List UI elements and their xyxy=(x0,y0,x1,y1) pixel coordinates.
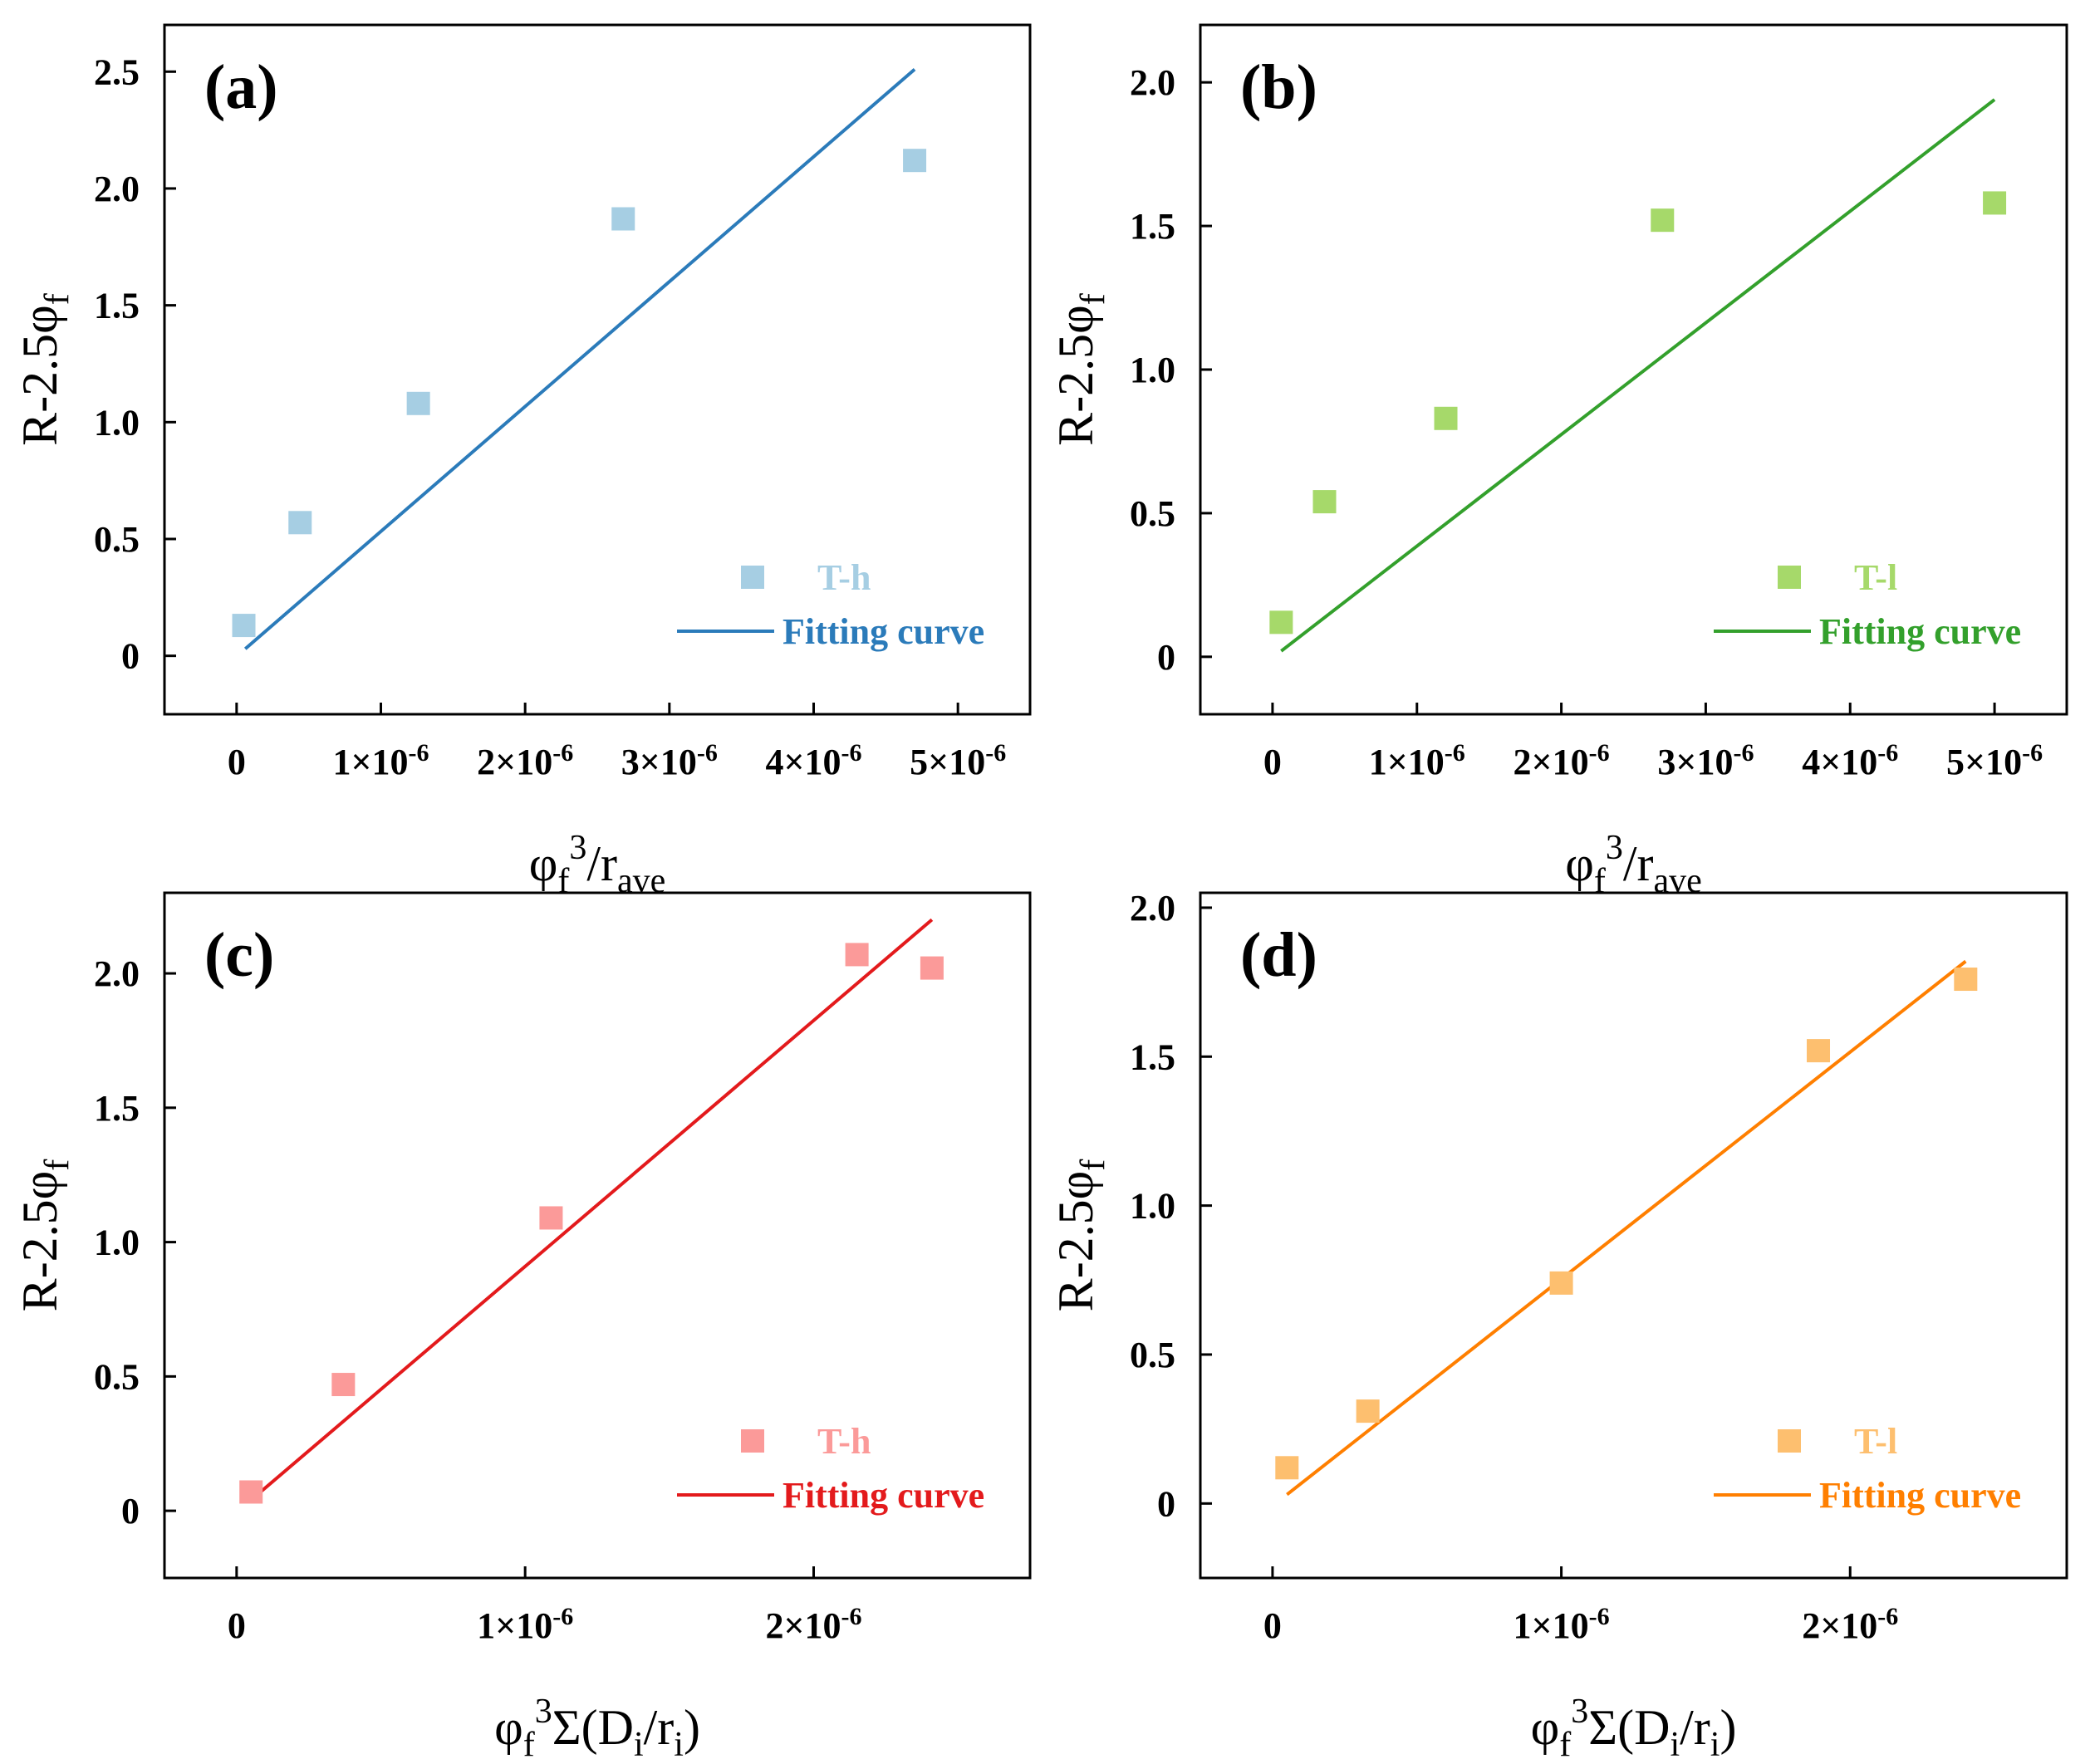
data-point xyxy=(1954,968,1978,992)
x-tick-label: 1×10-6 xyxy=(332,739,429,782)
y-tick-label: 1.0 xyxy=(94,1223,140,1263)
plot-frame xyxy=(163,891,1032,1580)
y-tick-label: 0 xyxy=(1157,1483,1175,1524)
y-axis-title: R-2.5φf xyxy=(12,1159,76,1312)
legend-marker-points xyxy=(1778,566,1801,589)
data-point xyxy=(406,391,430,415)
panel-label: (d) xyxy=(1240,920,1317,990)
data-point xyxy=(1549,1271,1573,1295)
x-tick-label: 5×10-6 xyxy=(1946,739,2043,782)
legend-marker-points xyxy=(741,566,764,589)
fitting-curve-line xyxy=(1280,98,1996,653)
y-tick-label: 2.0 xyxy=(94,169,140,209)
legend-marker-points xyxy=(1778,1429,1801,1453)
panel-a: 0 1×10-6 2×10-6 3×10-6 4×10-6 5×10-6 0 0.5 1.0 1.… xyxy=(12,23,1032,900)
data-point xyxy=(1312,490,1337,514)
fitting-curve-line xyxy=(249,918,934,1502)
x-tick-label: 2×10-6 xyxy=(1514,739,1610,782)
x-axis-title: φf3/rave xyxy=(1565,829,1702,900)
y-axis-title: R-2.5φf xyxy=(12,293,76,446)
x-tick-label: 1×10-6 xyxy=(1369,739,1465,782)
x-axis-title: φf3Σ(Di/ri) xyxy=(494,1693,700,1764)
x-tick-label: 5×10-6 xyxy=(910,739,1006,782)
x-tick-label: 1×10-6 xyxy=(477,1603,573,1646)
x-tick-label: 1×10-6 xyxy=(1514,1603,1610,1646)
plot-frame xyxy=(1199,891,2068,1580)
y-tick-label: 0.5 xyxy=(1130,493,1175,534)
x-tick-label: 4×10-6 xyxy=(1802,739,1898,782)
panel-label: (c) xyxy=(204,920,274,990)
x-axis-title: φf3/rave xyxy=(529,829,666,900)
y-tick-label: 0.5 xyxy=(94,519,140,560)
x-tick-label: 0 xyxy=(1263,1605,1282,1646)
data-point xyxy=(611,207,635,231)
panel-c: 0 1×10-6 2×10-6 0 0.5 1.0 1.5 2.0 (c) φf3Σ(Di/ri)… xyxy=(12,891,1032,1764)
y-tick-label: 0.5 xyxy=(1130,1335,1175,1375)
y-tick-label: 0 xyxy=(121,636,140,677)
x-tick-label: 3×10-6 xyxy=(1657,739,1754,782)
legend-label-points: T-l xyxy=(1854,1421,1897,1462)
legend-label-line: Fitting curve xyxy=(783,611,984,652)
x-axis-title: φf3Σ(Di/ri) xyxy=(1531,1693,1737,1764)
x-tick-label: 3×10-6 xyxy=(621,739,718,782)
data-point xyxy=(845,943,869,967)
x-tick-label: 2×10-6 xyxy=(477,739,573,782)
data-point xyxy=(1275,1456,1299,1480)
y-tick-label: 1.0 xyxy=(1130,350,1175,390)
data-point xyxy=(903,149,927,173)
x-tick-label: 4×10-6 xyxy=(765,739,861,782)
x-tick-label: 0 xyxy=(1263,742,1282,782)
data-point xyxy=(1434,406,1458,430)
panel-label: (a) xyxy=(204,52,278,122)
y-tick-label: 2.0 xyxy=(1130,888,1175,929)
y-tick-label: 1.5 xyxy=(1130,206,1175,247)
y-tick-label: 1.5 xyxy=(94,286,140,326)
fitting-curve-line xyxy=(243,67,916,650)
legend-label-points: T-h xyxy=(817,1421,871,1462)
data-point xyxy=(539,1206,563,1230)
plot-frame xyxy=(163,23,1032,716)
y-tick-label: 2.0 xyxy=(94,953,140,994)
y-tick-label: 2.0 xyxy=(1130,62,1175,103)
data-point xyxy=(239,1480,263,1504)
data-point xyxy=(1807,1039,1831,1063)
y-tick-label: 1.0 xyxy=(1130,1186,1175,1227)
data-point xyxy=(1269,610,1293,635)
x-tick-label: 2×10-6 xyxy=(765,1603,861,1646)
legend-label-points: T-h xyxy=(817,557,871,598)
panel-b: 0 1×10-6 2×10-6 3×10-6 4×10-6 5×10-6 0 0.5 1.0 1.… xyxy=(1048,23,2068,900)
data-point xyxy=(288,511,312,535)
legend-label-line: Fitting curve xyxy=(1819,611,2021,652)
x-tick-label: 2×10-6 xyxy=(1802,1603,1898,1646)
y-tick-label: 1.0 xyxy=(94,402,140,443)
data-point xyxy=(1356,1399,1380,1423)
panel-d: 0 1×10-6 2×10-6 0 0.5 1.0 1.5 2.0 (d) φf3Σ(Di/ri)… xyxy=(1048,888,2068,1764)
legend-marker-points xyxy=(741,1429,764,1453)
data-point xyxy=(920,956,944,980)
y-axis-title: R-2.5φf xyxy=(1048,1159,1112,1312)
y-tick-label: 1.5 xyxy=(94,1088,140,1129)
legend-label-line: Fitting curve xyxy=(1819,1475,2021,1516)
y-tick-label: 0 xyxy=(121,1491,140,1531)
fitting-curve-line xyxy=(1286,959,1967,1497)
y-axis-title: R-2.5φf xyxy=(1048,293,1112,446)
y-tick-label: 0 xyxy=(1157,637,1175,678)
panel-label: (b) xyxy=(1240,52,1317,122)
y-tick-label: 1.5 xyxy=(1130,1036,1175,1077)
legend-label-line: Fitting curve xyxy=(783,1475,984,1516)
data-point xyxy=(1651,208,1675,233)
y-tick-label: 0.5 xyxy=(94,1356,140,1397)
y-tick-label: 2.5 xyxy=(94,51,140,92)
data-point xyxy=(232,614,256,638)
data-point xyxy=(1983,191,2007,215)
x-tick-label: 0 xyxy=(228,1605,246,1646)
x-tick-label: 0 xyxy=(228,742,246,782)
data-point xyxy=(331,1373,356,1397)
legend-label-points: T-l xyxy=(1854,557,1897,598)
